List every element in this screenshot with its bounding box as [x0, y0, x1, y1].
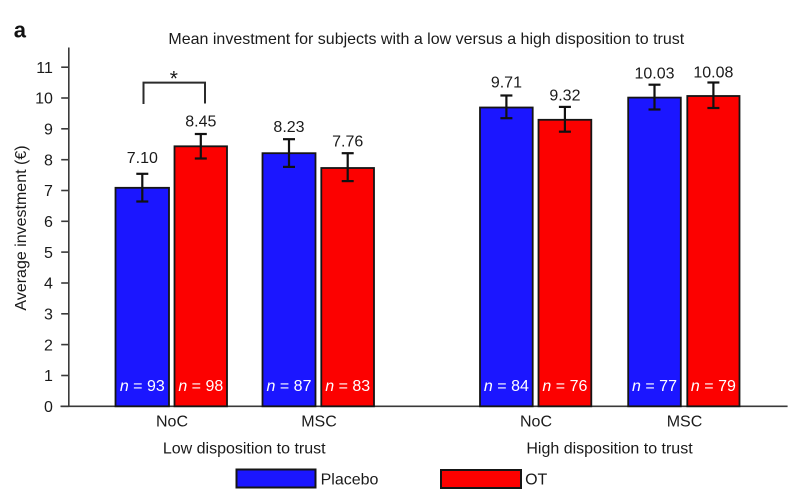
svg-text:n = 84: n = 84 [484, 378, 529, 395]
svg-text:9: 9 [44, 122, 53, 139]
svg-text:n = 79: n = 79 [691, 378, 736, 395]
svg-text:7.10: 7.10 [127, 150, 158, 167]
svg-text:High disposition to trust: High disposition to trust [526, 440, 693, 457]
svg-text:*: * [170, 67, 178, 90]
svg-text:Placebo: Placebo [321, 472, 379, 489]
svg-text:5: 5 [44, 245, 53, 262]
svg-text:10: 10 [35, 91, 53, 108]
svg-text:8.45: 8.45 [185, 114, 216, 131]
svg-text:3: 3 [44, 307, 53, 324]
svg-text:6: 6 [44, 214, 53, 231]
svg-text:MSC: MSC [301, 414, 337, 431]
svg-text:9.71: 9.71 [491, 75, 522, 92]
svg-text:10.03: 10.03 [634, 65, 674, 82]
svg-text:Low disposition to trust: Low disposition to trust [163, 440, 326, 457]
svg-text:NoC: NoC [156, 414, 188, 431]
svg-text:1: 1 [44, 368, 53, 385]
svg-text:OT: OT [525, 472, 547, 489]
svg-text:7.76: 7.76 [332, 133, 363, 150]
svg-text:Mean investment for subjects w: Mean investment for subjects with a low … [168, 31, 684, 48]
svg-text:n = 98: n = 98 [178, 378, 223, 395]
svg-text:n = 77: n = 77 [632, 378, 677, 395]
svg-text:n = 93: n = 93 [120, 378, 165, 395]
svg-text:n = 83: n = 83 [325, 378, 370, 395]
svg-text:MSC: MSC [667, 414, 703, 431]
svg-text:Average investment (€): Average investment (€) [13, 145, 30, 310]
svg-text:10.08: 10.08 [693, 65, 733, 82]
svg-text:8: 8 [44, 152, 53, 169]
svg-text:11: 11 [36, 60, 53, 77]
svg-text:n = 87: n = 87 [267, 378, 312, 395]
svg-text:7: 7 [44, 183, 53, 200]
svg-text:2: 2 [44, 337, 53, 354]
svg-text:NoC: NoC [520, 414, 552, 431]
svg-text:n = 76: n = 76 [542, 378, 587, 395]
svg-text:4: 4 [44, 276, 53, 293]
svg-text:a: a [14, 18, 27, 43]
svg-text:9.32: 9.32 [549, 88, 580, 105]
svg-text:8.23: 8.23 [273, 119, 304, 136]
svg-text:0: 0 [44, 399, 53, 416]
